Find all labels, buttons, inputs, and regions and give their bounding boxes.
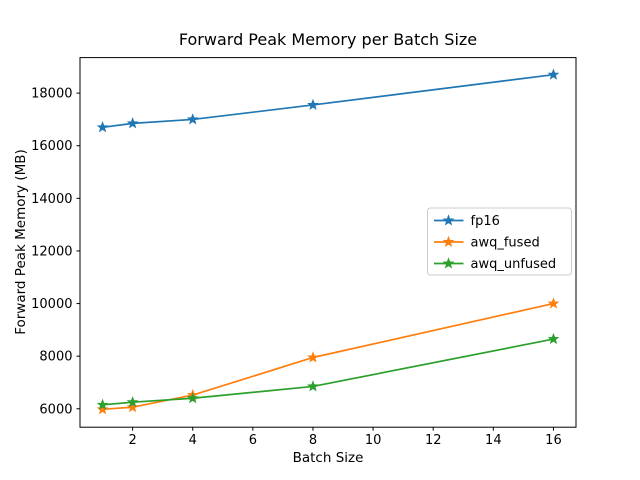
y-tick-label: 10000 (31, 297, 72, 312)
legend-label-fp16: fp16 (471, 214, 500, 229)
series-line-fp16 (101, 73, 555, 129)
series-marker-awq_fused (307, 351, 319, 363)
y-axis-label: Forward Peak Memory (MB) (13, 149, 29, 335)
x-tick-label: 6 (249, 433, 257, 448)
series-marker-fp16 (126, 117, 139, 129)
series-marker-awq_unfused (96, 398, 109, 410)
y-tick-label: 8000 (39, 350, 72, 365)
series-marker-awq_fused (126, 401, 139, 413)
legend-label-awq_fused: awq_fused (471, 236, 540, 251)
series-marker-awq_unfused (547, 332, 560, 345)
x-tick-label: 8 (309, 433, 317, 448)
series-marker-awq_unfused (307, 380, 319, 392)
y-tick-label: 12000 (31, 244, 72, 259)
y-tick-label: 18000 (31, 87, 72, 102)
x-tick-label: 16 (545, 433, 562, 448)
x-tick-label: 14 (485, 433, 502, 448)
series-line-awq_unfused (101, 338, 555, 406)
legend-box (427, 207, 572, 276)
series-marker-awq_fused (547, 297, 560, 309)
x-tick-label: 12 (425, 433, 442, 448)
x-tick-label: 4 (189, 433, 197, 448)
chart-title: Forward Peak Memory per Batch Size (178, 30, 478, 49)
legend-label-awq_unfused: awq_unfused (471, 257, 557, 272)
legend-marker-fp16 (442, 214, 455, 226)
y-tick-label: 14000 (31, 192, 72, 207)
series-marker-awq_unfused (126, 396, 139, 408)
x-tick-label: 2 (128, 433, 136, 448)
y-tick-label: 16000 (31, 139, 72, 154)
x-tick-label: 10 (365, 433, 382, 448)
legend-marker-awq_unfused (442, 257, 455, 269)
axes-frame (79, 57, 577, 428)
series-marker-awq_unfused (186, 392, 199, 404)
series-line-awq_fused (101, 302, 555, 411)
series-marker-awq_fused (96, 403, 109, 415)
series-marker-fp16 (307, 98, 319, 110)
series-marker-fp16 (96, 121, 109, 133)
y-tick-label: 6000 (39, 402, 72, 417)
legend-marker-awq_fused (442, 235, 455, 248)
x-axis-label: Batch Size (292, 450, 364, 466)
series-marker-fp16 (186, 113, 199, 125)
series-marker-fp16 (547, 68, 560, 80)
